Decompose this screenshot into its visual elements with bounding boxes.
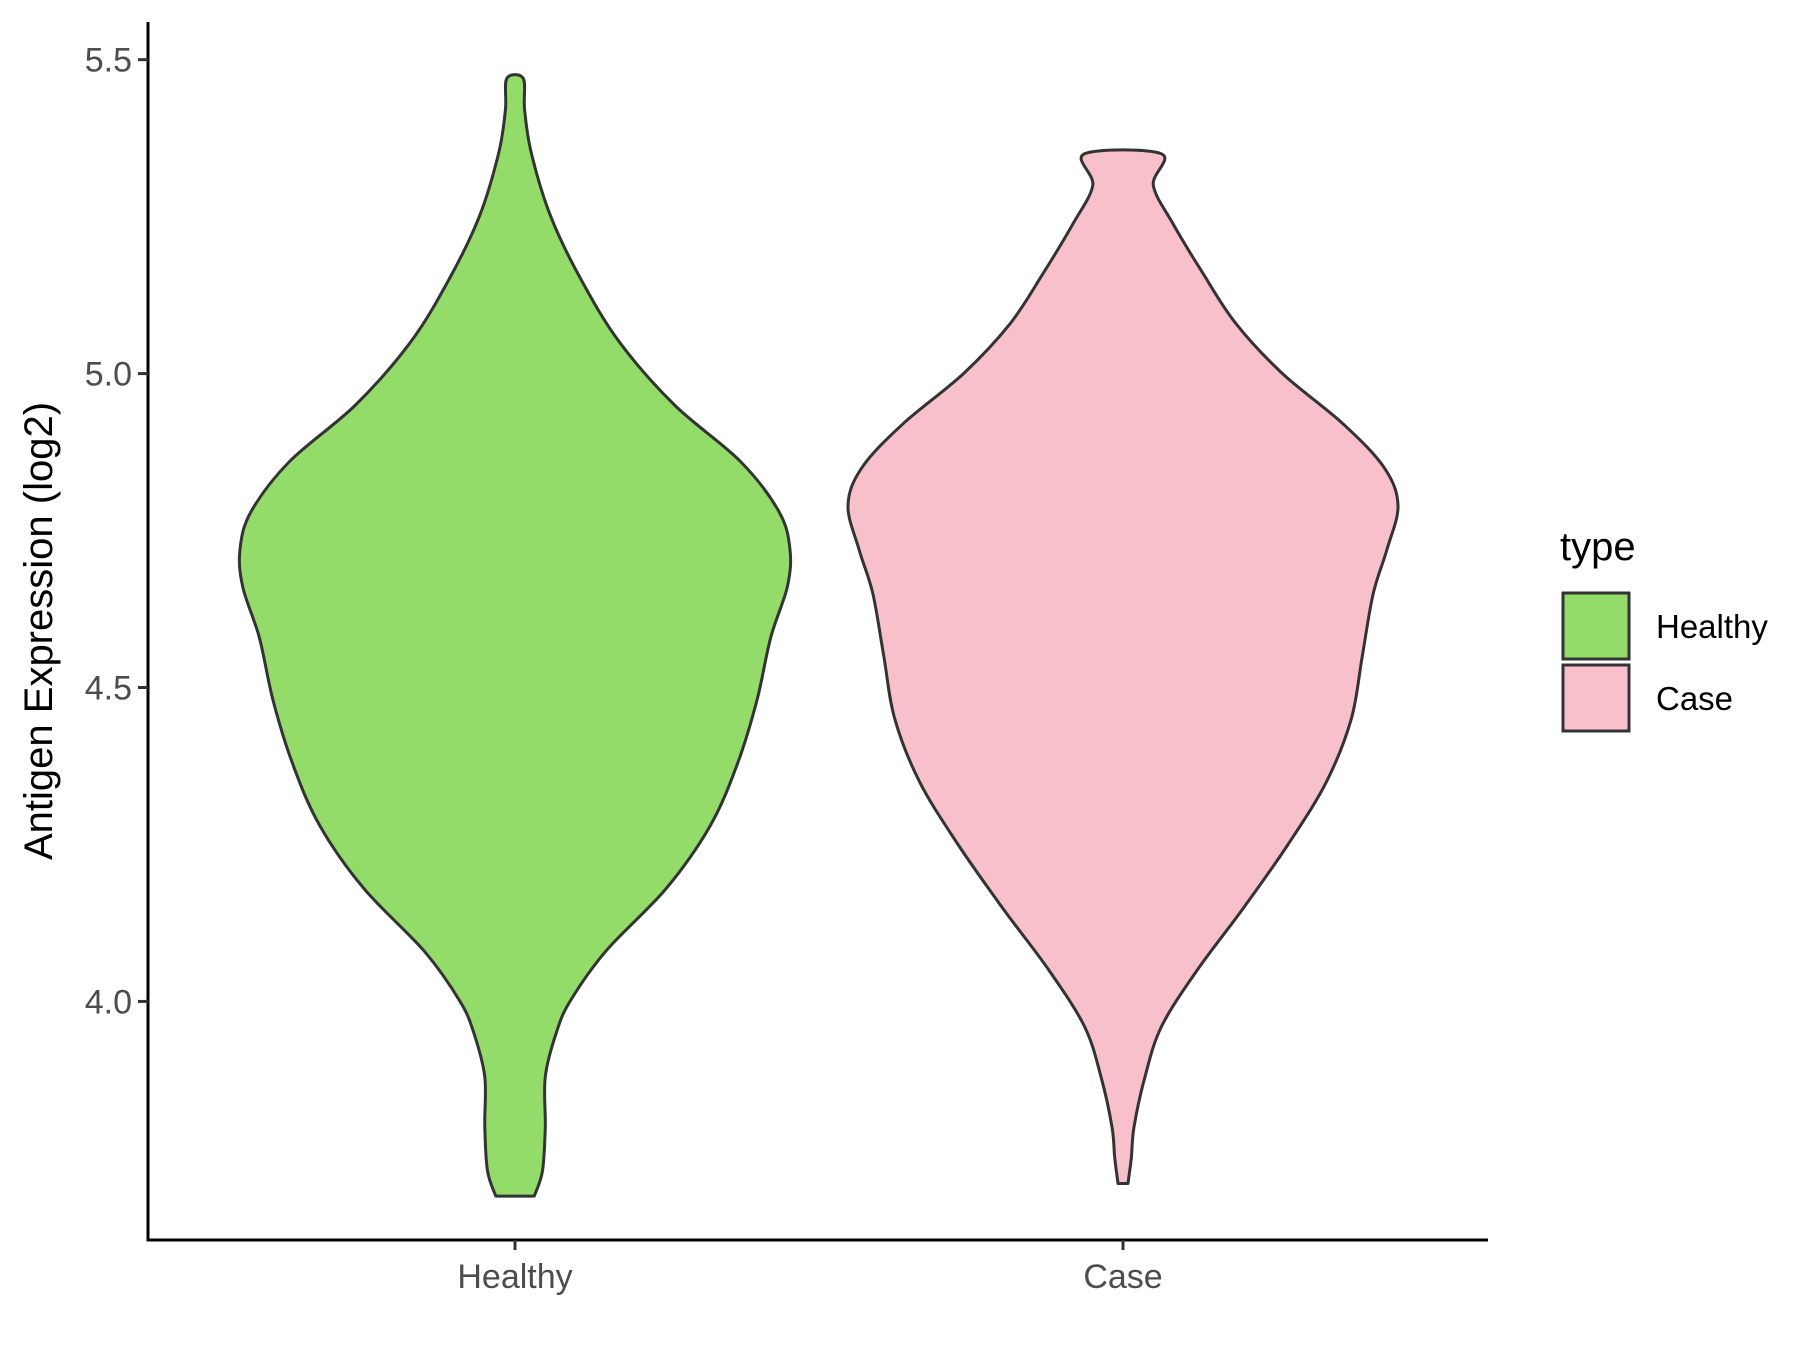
y-tick-label: 4.5 xyxy=(85,670,132,708)
legend-key-case xyxy=(1561,663,1631,733)
axes-layer: 4.0 4.5 5.0 5.5 Healthy Case Antigen Expressio… xyxy=(17,22,1488,1296)
legend-label-case: Case xyxy=(1656,680,1733,717)
legend-title: type xyxy=(1560,525,1636,569)
legend-key-healthy xyxy=(1561,591,1631,661)
y-tick-label: 5.0 xyxy=(85,356,132,394)
violin-healthy xyxy=(237,73,793,1198)
y-axis-title: Antigen Expression (log2) xyxy=(17,402,61,860)
y-tick-label: 5.5 xyxy=(85,42,132,80)
x-tick-label: Case xyxy=(1083,1258,1162,1296)
legend: type Healthy Case xyxy=(1560,525,1768,733)
legend-label-healthy: Healthy xyxy=(1656,608,1768,645)
violin-case xyxy=(846,148,1400,1185)
x-tick-label: Healthy xyxy=(457,1258,572,1296)
violins-layer xyxy=(237,73,1400,1198)
y-tick-label: 4.0 xyxy=(85,983,132,1021)
